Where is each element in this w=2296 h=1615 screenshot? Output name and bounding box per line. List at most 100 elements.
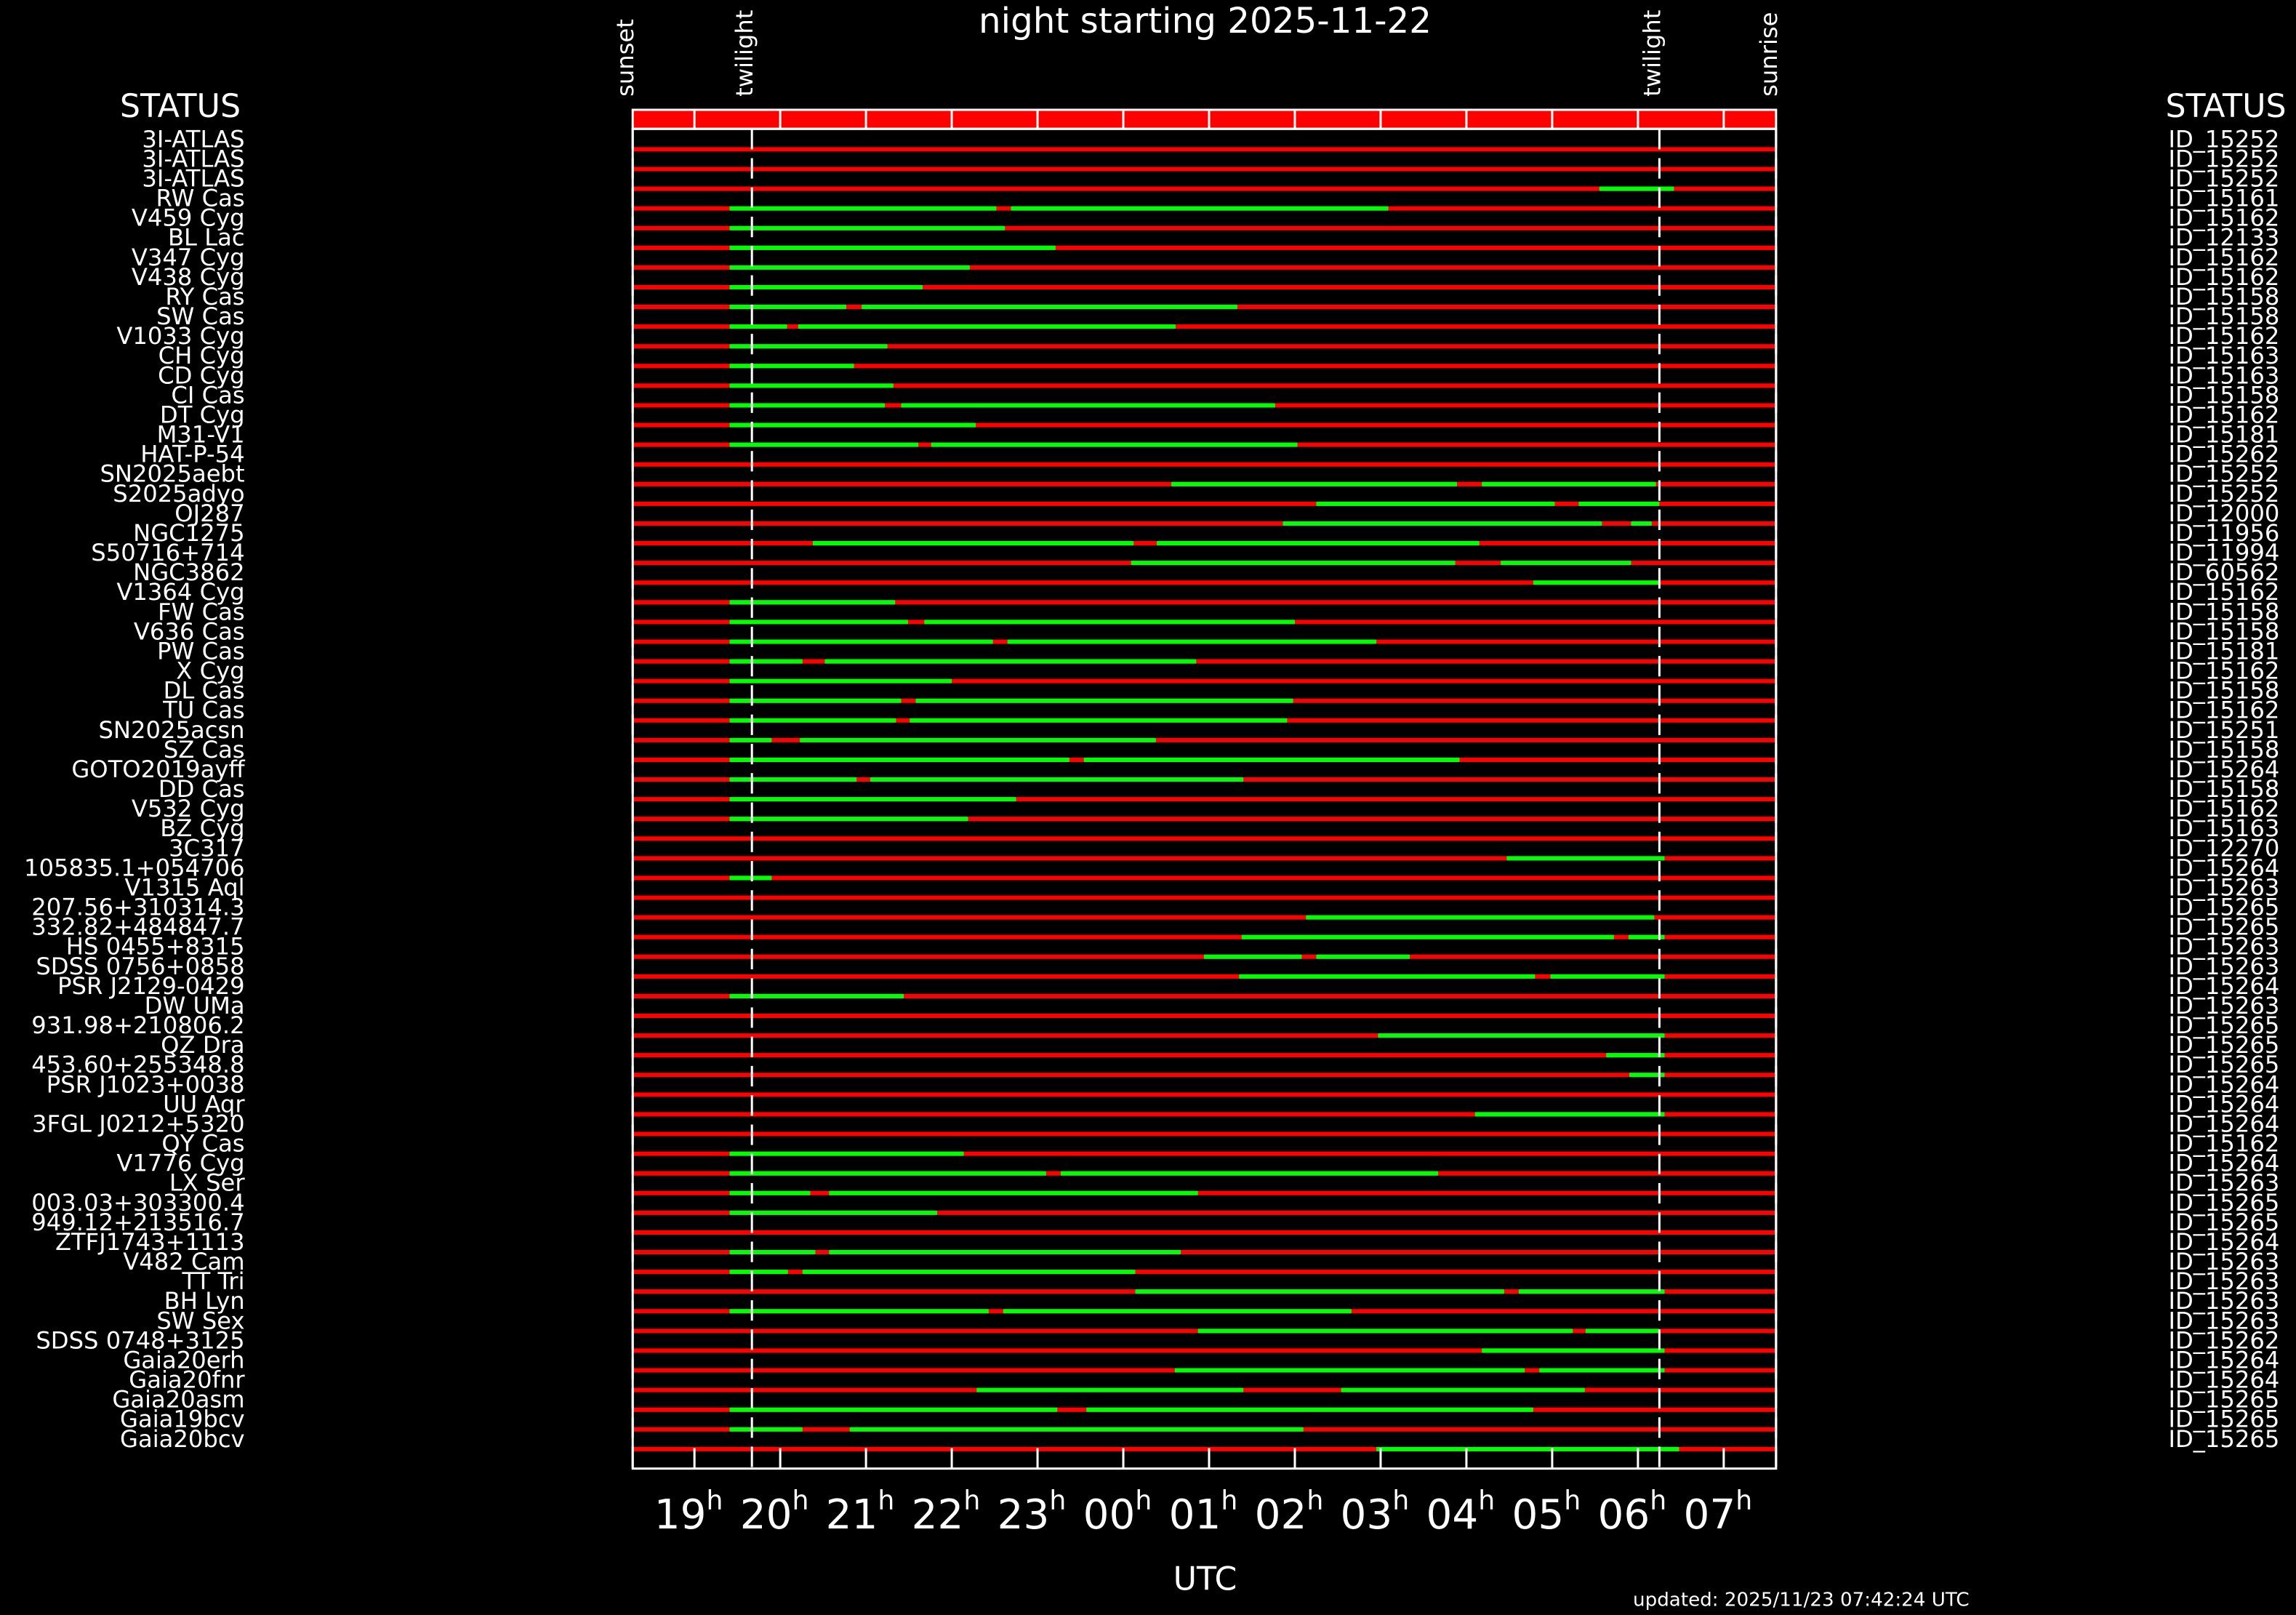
target-name: V1315 Aql xyxy=(125,873,245,901)
x-tick-unit: h xyxy=(1735,1485,1752,1516)
target-id: ID_15162 xyxy=(2168,697,2279,724)
target-name: X Cyg xyxy=(176,657,244,685)
target-id: ID_15265 xyxy=(2168,894,2279,921)
target-name: GOTO2019ayff xyxy=(71,756,245,783)
target-id: ID_15263 xyxy=(2168,1307,2279,1334)
target-id: ID_15263 xyxy=(2168,992,2279,1019)
target-id: ID_15264 xyxy=(2168,1070,2279,1098)
target-id: ID_15265 xyxy=(2168,1425,2279,1453)
target-name: OJ287 xyxy=(174,500,244,527)
target-name: 931.98+210806.2 xyxy=(31,1011,244,1039)
target-id: ID_15264 xyxy=(2168,1346,2279,1374)
target-name: 105835.1+054706 xyxy=(24,854,245,881)
target-id: ID_15263 xyxy=(2168,873,2279,901)
target-id: ID_15162 xyxy=(2168,1130,2279,1158)
x-tick-label: 03h xyxy=(1341,1485,1410,1539)
target-name: TU Cas xyxy=(162,697,244,724)
target-id: ID_15252 xyxy=(2168,164,2279,192)
target-id: ID_15263 xyxy=(2168,1169,2279,1197)
target-name: SDSS 0748+3125 xyxy=(36,1326,244,1354)
target-id: ID_15265 xyxy=(2168,1386,2279,1414)
target-id: ID_15264 xyxy=(2168,854,2279,881)
target-id: ID_15162 xyxy=(2168,322,2279,350)
target-name: SN2025aebt xyxy=(100,460,244,488)
target-id: ID_15181 xyxy=(2168,637,2279,665)
target-name: ZTFJ1743+1113 xyxy=(55,1228,245,1256)
target-id: ID_15162 xyxy=(2168,795,2279,822)
target-name: Gaia20bcv xyxy=(120,1425,245,1453)
target-name: CH Cyg xyxy=(158,342,245,369)
x-tick-unit: h xyxy=(706,1485,723,1516)
target-id: ID_15162 xyxy=(2168,657,2279,685)
x-tick-unit: h xyxy=(963,1485,980,1516)
target-name: PW Cas xyxy=(157,637,245,665)
target-id: ID_12133 xyxy=(2168,224,2279,252)
target-id: ID_15162 xyxy=(2168,263,2279,291)
event-label: twilight xyxy=(731,10,758,97)
target-id: ID_15262 xyxy=(2168,1326,2279,1354)
target-id: ID_15181 xyxy=(2168,421,2279,449)
x-tick-number: 23 xyxy=(998,1491,1050,1539)
status-header-left: STATUS xyxy=(120,88,241,125)
target-id: ID_12000 xyxy=(2168,500,2279,527)
target-id: ID_15265 xyxy=(2168,1189,2279,1217)
target-id: ID_11956 xyxy=(2168,519,2279,547)
target-id: ID_15265 xyxy=(2168,913,2279,941)
x-tick-number: 06 xyxy=(1597,1491,1650,1539)
target-name: 3I-ATLAS xyxy=(142,164,244,192)
target-id: ID_15158 xyxy=(2168,381,2279,409)
target-name: M31-V1 xyxy=(157,421,245,449)
status-header-right: STATUS xyxy=(2165,88,2286,125)
x-tick-label: 20h xyxy=(740,1485,809,1539)
target-name: UU Aqr xyxy=(163,1090,245,1118)
target-id: ID_15251 xyxy=(2168,716,2279,744)
target-id: ID_15163 xyxy=(2168,342,2279,369)
target-name: V459 Cyg xyxy=(132,204,245,232)
target-id: ID_15264 xyxy=(2168,1110,2279,1137)
target-name: V636 Cas xyxy=(134,617,245,645)
target-name: S50716+714 xyxy=(91,539,244,566)
target-name: S2025adyo xyxy=(113,480,244,508)
target-name: PSR J2129-0429 xyxy=(57,972,245,1000)
target-id: ID_15265 xyxy=(2168,1011,2279,1039)
target-name: DL Cas xyxy=(164,677,245,705)
x-tick-unit: h xyxy=(878,1485,894,1516)
target-name: DT Cyg xyxy=(160,401,245,428)
target-name: SW Sex xyxy=(156,1307,244,1334)
target-id: ID_15263 xyxy=(2168,1287,2279,1315)
x-tick-label: 06h xyxy=(1597,1485,1666,1539)
plot-frame xyxy=(631,127,1778,1470)
target-id: ID_15265 xyxy=(2168,1031,2279,1059)
target-name: V1776 Cyg xyxy=(116,1150,244,1177)
target-name: 003.03+303300.4 xyxy=(31,1189,244,1217)
x-tick-number: 03 xyxy=(1341,1491,1393,1539)
target-name: NGC3862 xyxy=(133,558,244,586)
target-id: ID_15163 xyxy=(2168,361,2279,389)
target-name: QY Cas xyxy=(161,1130,244,1158)
target-name: HAT-P-54 xyxy=(140,441,244,468)
x-tick-number: 07 xyxy=(1683,1491,1735,1539)
target-id: ID_15264 xyxy=(2168,1150,2279,1177)
target-id: ID_15162 xyxy=(2168,204,2279,232)
target-name: LX Ser xyxy=(169,1169,245,1197)
target-id: ID_15265 xyxy=(2168,1051,2279,1078)
x-tick-label: 00h xyxy=(1083,1485,1152,1539)
target-id: ID_15252 xyxy=(2168,145,2279,172)
target-id: ID_15162 xyxy=(2168,578,2279,606)
target-name: 3I-ATLAS xyxy=(142,125,244,153)
target-id: ID_15264 xyxy=(2168,972,2279,1000)
target-id: ID_15265 xyxy=(2168,1209,2279,1236)
x-tick-label: 22h xyxy=(912,1485,981,1539)
target-name: 3C317 xyxy=(169,834,244,862)
chart-title: night starting 2025-11-22 xyxy=(979,1,1432,41)
target-name: Gaia20fnr xyxy=(129,1366,245,1394)
target-id: ID_15263 xyxy=(2168,1267,2279,1295)
event-label: sunset xyxy=(611,19,639,97)
target-id: ID_15263 xyxy=(2168,933,2279,961)
target-name: QZ Dra xyxy=(161,1031,244,1059)
x-tick-label: 07h xyxy=(1683,1485,1752,1539)
target-name: 207.56+310314.3 xyxy=(31,894,244,921)
